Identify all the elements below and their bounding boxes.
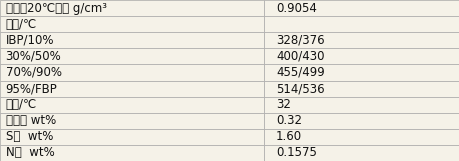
Bar — [0, 129, 264, 145]
Bar — [0, 97, 264, 113]
Bar — [264, 48, 459, 64]
Bar — [264, 145, 459, 161]
Text: 残炳， wt%: 残炳， wt% — [6, 114, 56, 127]
Bar — [264, 113, 459, 129]
Text: 32: 32 — [275, 98, 290, 111]
Text: IBP/10%: IBP/10% — [6, 34, 54, 47]
Bar — [0, 145, 264, 161]
Text: 密度（20℃）， g/cm³: 密度（20℃）， g/cm³ — [6, 2, 106, 14]
Text: 1.60: 1.60 — [275, 130, 302, 143]
Text: 30%/50%: 30%/50% — [6, 50, 61, 63]
Text: 95%/FBP: 95%/FBP — [6, 82, 57, 95]
Bar — [0, 0, 264, 16]
Text: 328/376: 328/376 — [275, 34, 324, 47]
Bar — [264, 32, 459, 48]
Text: N，  wt%: N， wt% — [6, 147, 54, 159]
Text: 455/499: 455/499 — [275, 66, 324, 79]
Bar — [0, 16, 264, 32]
Bar — [264, 97, 459, 113]
Text: 凝点/℃: 凝点/℃ — [6, 98, 37, 111]
Text: 馏程/℃: 馏程/℃ — [6, 18, 37, 31]
Bar — [0, 80, 264, 97]
Bar — [264, 0, 459, 16]
Text: 400/430: 400/430 — [275, 50, 324, 63]
Bar — [264, 16, 459, 32]
Text: 514/536: 514/536 — [275, 82, 324, 95]
Bar — [264, 129, 459, 145]
Bar — [0, 48, 264, 64]
Bar — [0, 113, 264, 129]
Text: 70%/90%: 70%/90% — [6, 66, 62, 79]
Bar — [0, 32, 264, 48]
Bar — [0, 64, 264, 80]
Text: S，  wt%: S， wt% — [6, 130, 53, 143]
Text: 0.9054: 0.9054 — [275, 2, 316, 14]
Bar — [264, 80, 459, 97]
Bar — [264, 64, 459, 80]
Text: 0.32: 0.32 — [275, 114, 302, 127]
Text: 0.1575: 0.1575 — [275, 147, 316, 159]
